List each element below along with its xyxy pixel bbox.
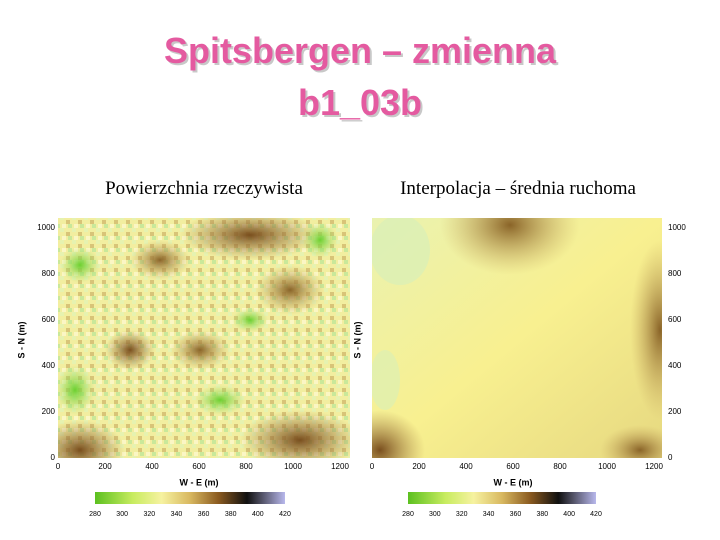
colorbar-tick-label: 400 [563,511,575,518]
y-tick-label: 200 [42,407,56,416]
x-axis-label: W - E (m) [180,477,219,487]
colorbar-tick-label: 420 [279,511,291,518]
colorbar-tick-label: 320 [143,511,155,518]
colorbar-tick-label: 340 [483,511,495,518]
y-axis-label: S - N (m) [16,321,26,358]
y-tick-label: 600 [42,315,56,324]
map-real [58,218,350,458]
colorbar-tick-label: 300 [429,511,441,518]
x-tick-label: 400 [459,462,473,471]
x-tick-label: 1000 [598,462,616,471]
colorbar-tick-label: 360 [198,511,210,518]
colorbar [95,492,285,504]
y-tick-label: 600 [668,315,682,324]
colorbar-tick-label: 380 [225,511,237,518]
y-tick-label: 200 [668,407,682,416]
title: Spitsbergen – zmienna [164,30,557,71]
x-axis-label: W - E (m) [494,477,533,487]
colorbar-tick-label: 420 [590,511,602,518]
x-tick-label: 400 [145,462,159,471]
x-tick-label: 600 [506,462,520,471]
x-tick-label: 0 [370,462,375,471]
x-tick-label: 1000 [284,462,302,471]
y-axis-label: S - N (m) [352,321,362,358]
y-tick-label: 800 [668,269,682,278]
colorbar-tick-label: 380 [536,511,548,518]
x-tick-label: 200 [98,462,112,471]
y-tick-label: 0 [668,453,673,462]
x-tick-label: 600 [192,462,206,471]
colorbar-tick-label: 280 [89,511,101,518]
y-tick-label: 1000 [668,223,686,232]
x-tick-label: 800 [239,462,253,471]
colorbar-tick-label: 280 [402,511,414,518]
colorbar [408,492,596,504]
y-tick-label: 400 [668,361,682,370]
x-tick-label: 200 [412,462,426,471]
x-tick-label: 0 [56,462,61,471]
x-tick-label: 1200 [331,462,349,471]
y-tick-label: 800 [42,269,56,278]
title: b1_03b [298,82,422,123]
x-tick-label: 800 [553,462,567,471]
title-shadow: Spitsbergen – zmienna [166,32,559,73]
colorbar-tick-label: 340 [171,511,183,518]
x-tick-label: 1200 [645,462,663,471]
colorbar-tick-label: 360 [510,511,522,518]
colorbar-tick-label: 300 [116,511,128,518]
colorbar-tick-label: 320 [456,511,468,518]
map-interpolated [372,218,662,458]
title-shadow: b1_03b [300,84,424,125]
y-tick-label: 0 [51,453,56,462]
colorbar-tick-label: 400 [252,511,264,518]
y-tick-label: 400 [42,361,56,370]
y-tick-label: 1000 [37,223,55,232]
caption: Interpolacja – średnia ruchoma [400,178,636,199]
caption: Powierzchnia rzeczywista [105,178,303,199]
